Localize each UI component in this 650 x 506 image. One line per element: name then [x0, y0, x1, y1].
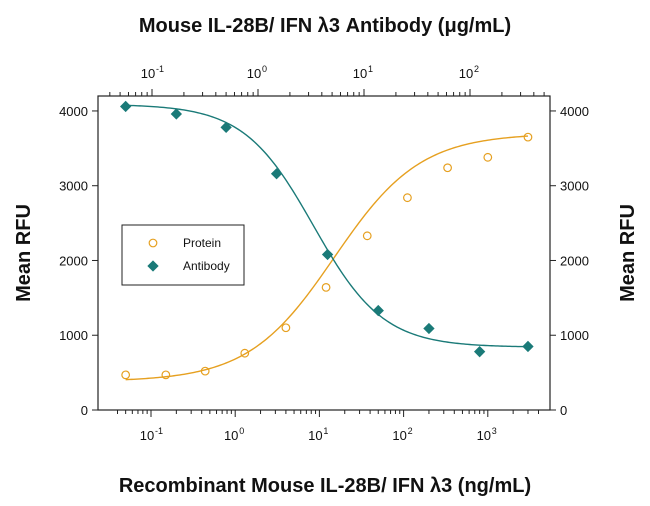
data-point-protein — [483, 152, 493, 162]
tick-exponent: 2 — [474, 64, 479, 74]
tick-base: 10 — [308, 428, 322, 443]
top-tick-label: 10 2 — [459, 64, 479, 81]
left-axis-ticks: 0 1000 2000 3000 4000 — [59, 104, 98, 418]
legend: Protein Antibody — [121, 224, 245, 286]
data-point-antibody — [372, 304, 384, 317]
tick-base: 10 — [477, 428, 491, 443]
data-point-antibody — [423, 322, 435, 335]
data-point-protein — [443, 163, 452, 173]
y-axis-label-right: Mean RFU — [617, 204, 639, 302]
tick-base: 10 — [353, 66, 367, 81]
legend-label-antibody: Antibody — [183, 259, 230, 273]
data-point-antibody — [473, 346, 486, 358]
top-tick-label: 10 -1 — [141, 64, 164, 81]
fit-curve-protein — [125, 135, 529, 381]
x-axis-label: Recombinant Mouse IL-28B/ IFN λ3 (ng/mL) — [119, 475, 531, 497]
legend-label-protein: Protein — [183, 236, 221, 250]
right-tick-label: 3000 — [560, 179, 589, 194]
data-point-protein — [403, 193, 412, 203]
data-point-protein — [240, 348, 250, 358]
tick-exponent: 1 — [368, 64, 373, 74]
tick-exponent: -1 — [156, 64, 164, 74]
data-point-protein — [121, 370, 131, 380]
left-tick-label: 1000 — [59, 328, 88, 343]
tick-exponent: 2 — [408, 426, 413, 436]
left-tick-label: 0 — [81, 403, 88, 418]
tick-exponent: 1 — [323, 426, 328, 436]
left-tick-label: 2000 — [59, 253, 88, 268]
right-tick-label: 1000 — [560, 328, 589, 343]
data-point-antibody — [522, 340, 534, 353]
bottom-tick-label: 10 1 — [308, 426, 328, 443]
right-tick-label: 0 — [560, 403, 567, 418]
data-point-protein — [362, 231, 372, 241]
data-point-antibody — [270, 168, 283, 180]
bottom-tick-label: 10 -1 — [140, 426, 163, 443]
right-axis-ticks: 0 1000 2000 3000 4000 — [550, 104, 589, 418]
chart-title: Mouse IL-28B/ IFN λ3 Antibody (μg/mL) — [139, 15, 511, 37]
tick-exponent: 0 — [239, 426, 244, 436]
left-tick-label: 3000 — [59, 179, 88, 194]
data-point-antibody — [220, 121, 232, 134]
tick-base: 10 — [459, 66, 473, 81]
legend-box — [121, 224, 245, 286]
tick-exponent: 3 — [492, 426, 497, 436]
fit-curves — [125, 104, 529, 381]
top-tick-label: 10 0 — [247, 64, 267, 81]
tick-base: 10 — [247, 66, 261, 81]
data-point-antibody — [321, 248, 334, 261]
plot-frame — [97, 95, 551, 411]
right-tick-label: 2000 — [560, 253, 589, 268]
right-tick-label: 4000 — [560, 104, 589, 119]
tick-exponent: 0 — [262, 64, 267, 74]
data-point-protein — [281, 323, 291, 333]
tick-exponent: -1 — [155, 426, 163, 436]
data-point-protein — [321, 282, 331, 292]
legend-marker-protein — [148, 238, 158, 248]
tick-base: 10 — [224, 428, 238, 443]
data-point-protein — [161, 370, 171, 380]
data-point-protein — [200, 366, 210, 376]
top-axis-ticks: 10 -1 10 0 10 1 10 2 — [109, 64, 545, 96]
data-point-antibody — [119, 100, 132, 113]
bottom-tick-label: 10 0 — [224, 426, 244, 443]
bottom-tick-label: 10 2 — [392, 426, 412, 443]
tick-base: 10 — [140, 428, 154, 443]
top-tick-label: 10 1 — [353, 64, 373, 81]
data-points — [119, 100, 534, 380]
fit-curve-antibody — [125, 104, 528, 348]
y-axis-label-left: Mean RFU — [13, 204, 35, 302]
data-point-protein — [523, 132, 533, 142]
tick-base: 10 — [141, 66, 155, 81]
legend-marker-antibody — [147, 260, 159, 272]
tick-base: 10 — [392, 428, 406, 443]
bottom-axis-ticks: 10 -1 10 0 10 1 10 2 10 3 — [116, 410, 539, 443]
left-tick-label: 4000 — [59, 104, 88, 119]
bottom-tick-label: 10 3 — [477, 426, 497, 443]
